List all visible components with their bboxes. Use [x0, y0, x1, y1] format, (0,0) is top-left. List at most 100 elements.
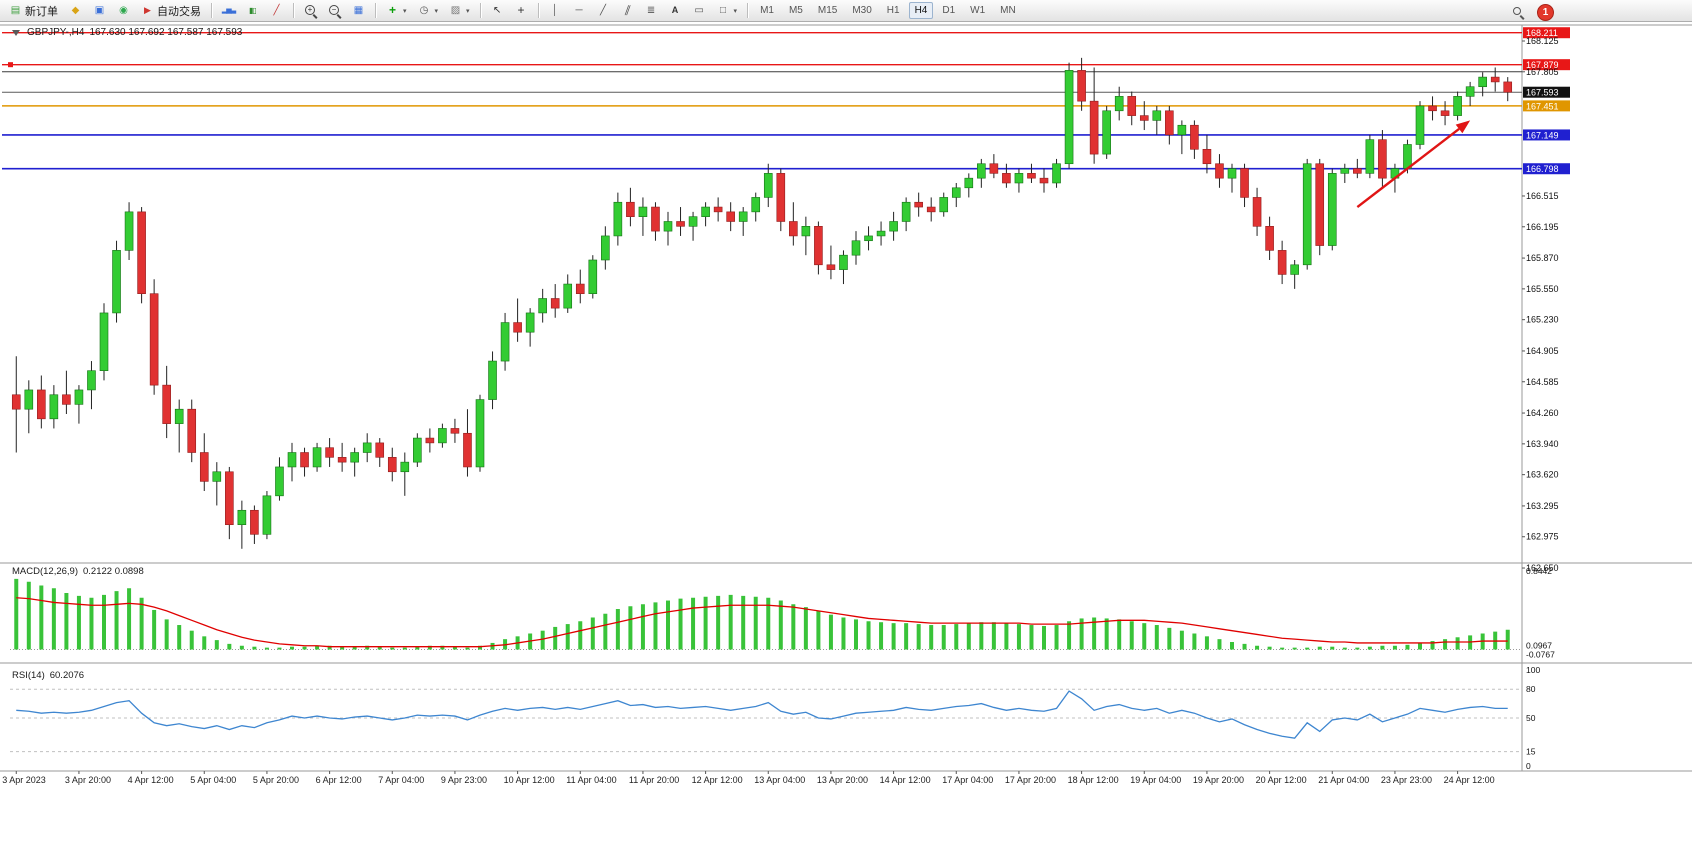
tile-windows-button[interactable] [347, 1, 370, 20]
candle [613, 192, 623, 246]
candle [1240, 163, 1249, 208]
fibonacci-button[interactable] [640, 1, 663, 20]
line-chart-button[interactable] [265, 1, 288, 20]
candle [513, 298, 522, 342]
candle [1490, 67, 1500, 92]
chevron-down-icon[interactable]: ▾ [403, 7, 407, 15]
candle [1190, 120, 1199, 159]
candle [488, 351, 497, 410]
candle [1290, 259, 1299, 289]
svg-text:14 Apr 12:00: 14 Apr 12:00 [880, 775, 931, 785]
candle [663, 211, 673, 246]
chevron-down-icon[interactable]: ▾ [434, 7, 439, 15]
community-button[interactable] [112, 1, 135, 20]
timeframe-m30-button[interactable]: M30 [852, 5, 872, 16]
svg-text:0.0967: 0.0967 [1526, 641, 1552, 651]
candle [964, 173, 974, 198]
svg-text:24 Apr 12:00: 24 Apr 12:00 [1444, 775, 1495, 785]
candlestick-chart-button[interactable] [241, 1, 264, 20]
auto-trading-button[interactable]: 自动交易 [136, 0, 206, 22]
svg-text:164.260: 164.260 [1526, 408, 1559, 418]
price-badge: 167.451 [1523, 100, 1570, 112]
vline-icon [549, 4, 562, 17]
shapes-icon [717, 4, 730, 17]
arrow-label-button[interactable] [688, 1, 711, 20]
svg-text:165.230: 165.230 [1526, 315, 1559, 325]
svg-text:166.195: 166.195 [1526, 222, 1559, 232]
notifications-badge[interactable]: 1 [1537, 3, 1554, 21]
candle [939, 192, 949, 217]
timeframe-m1-button[interactable]: M1 [760, 5, 774, 16]
zoom-in-button[interactable] [299, 1, 322, 20]
timeframe-h1-button[interactable]: H1 [886, 5, 900, 16]
candle [1177, 120, 1187, 155]
candle [337, 442, 347, 472]
svg-text:21 Apr 04:00: 21 Apr 04:00 [1318, 775, 1369, 785]
candle [1302, 158, 1312, 270]
candle [300, 447, 309, 477]
equidistant-channel-button[interactable] [616, 1, 639, 20]
zoomin-icon [304, 4, 317, 17]
vertical-line-button[interactable] [544, 1, 567, 20]
cursor-button[interactable] [486, 1, 509, 20]
print-button[interactable] [88, 1, 111, 20]
timeframe-m5-button[interactable]: M5 [788, 5, 803, 16]
candle [525, 308, 535, 347]
candle [1127, 91, 1137, 126]
candle [225, 466, 234, 540]
periods-button[interactable]: ▾ [413, 1, 444, 20]
timeframe-w1-button[interactable]: W1 [970, 5, 986, 16]
zoom-out-button[interactable] [323, 1, 346, 20]
svg-text:5 Apr 04:00: 5 Apr 04:00 [190, 775, 236, 785]
svg-text:163.940: 163.940 [1526, 439, 1559, 449]
toolbar-separator [479, 3, 481, 18]
candle [174, 399, 184, 453]
timeframe-m15-button[interactable]: M15 [817, 5, 838, 16]
pane-separators[interactable] [0, 24, 1692, 772]
shapes-button[interactable]: ▾ [712, 1, 743, 20]
new-order-button[interactable]: 新订单 [4, 0, 63, 22]
text-button[interactable] [664, 1, 687, 20]
candle [137, 207, 146, 304]
profiles-button[interactable] [64, 1, 87, 20]
symbol-text: GBPJPY-,H4 [27, 27, 85, 38]
candle [275, 457, 284, 501]
collapse-chart-icon[interactable] [12, 29, 20, 36]
channel-icon [621, 4, 634, 17]
crosshair-button[interactable] [510, 1, 533, 20]
candle [876, 221, 886, 246]
timeframe-d1-button[interactable]: D1 [942, 5, 956, 16]
svg-text:163.620: 163.620 [1526, 470, 1559, 480]
candle [400, 452, 410, 496]
rsi-value: 60.2076 [49, 670, 85, 681]
trendline-button[interactable] [592, 1, 615, 20]
svg-text:166.798: 166.798 [1526, 164, 1559, 174]
horizontal-line-button[interactable] [568, 1, 591, 20]
trend-arrow-annotation[interactable] [1356, 120, 1471, 209]
timeframe-h4-button[interactable]: H4 [908, 2, 934, 19]
svg-text:80: 80 [1526, 684, 1536, 694]
horizontal-line-167-879[interactable] [2, 62, 1522, 68]
svg-text:164.585: 164.585 [1526, 377, 1559, 387]
bar-chart-button[interactable] [217, 1, 240, 20]
search-button[interactable] [1507, 3, 1529, 21]
candle [563, 274, 573, 313]
indicators-icon [386, 4, 399, 17]
svg-text:166.515: 166.515 [1526, 191, 1559, 201]
tile-icon [352, 4, 365, 17]
candle [74, 385, 84, 424]
price-badge: 167.593 [1523, 86, 1570, 98]
chevron-down-icon[interactable]: ▾ [733, 7, 738, 15]
svg-text:167.451: 167.451 [1526, 101, 1559, 111]
candle [425, 428, 435, 453]
candle [1064, 62, 1074, 169]
crosshair-icon [515, 4, 528, 17]
indicators-button[interactable]: ▾ [381, 1, 412, 20]
svg-text:19 Apr 04:00: 19 Apr 04:00 [1130, 775, 1181, 785]
timeframe-mn-button[interactable]: MN [1000, 5, 1016, 16]
templates-button[interactable]: ▾ [444, 1, 475, 20]
chevron-down-icon[interactable]: ▾ [466, 7, 470, 15]
candle [951, 182, 961, 208]
new-order-button-label: 新订单 [25, 5, 58, 18]
